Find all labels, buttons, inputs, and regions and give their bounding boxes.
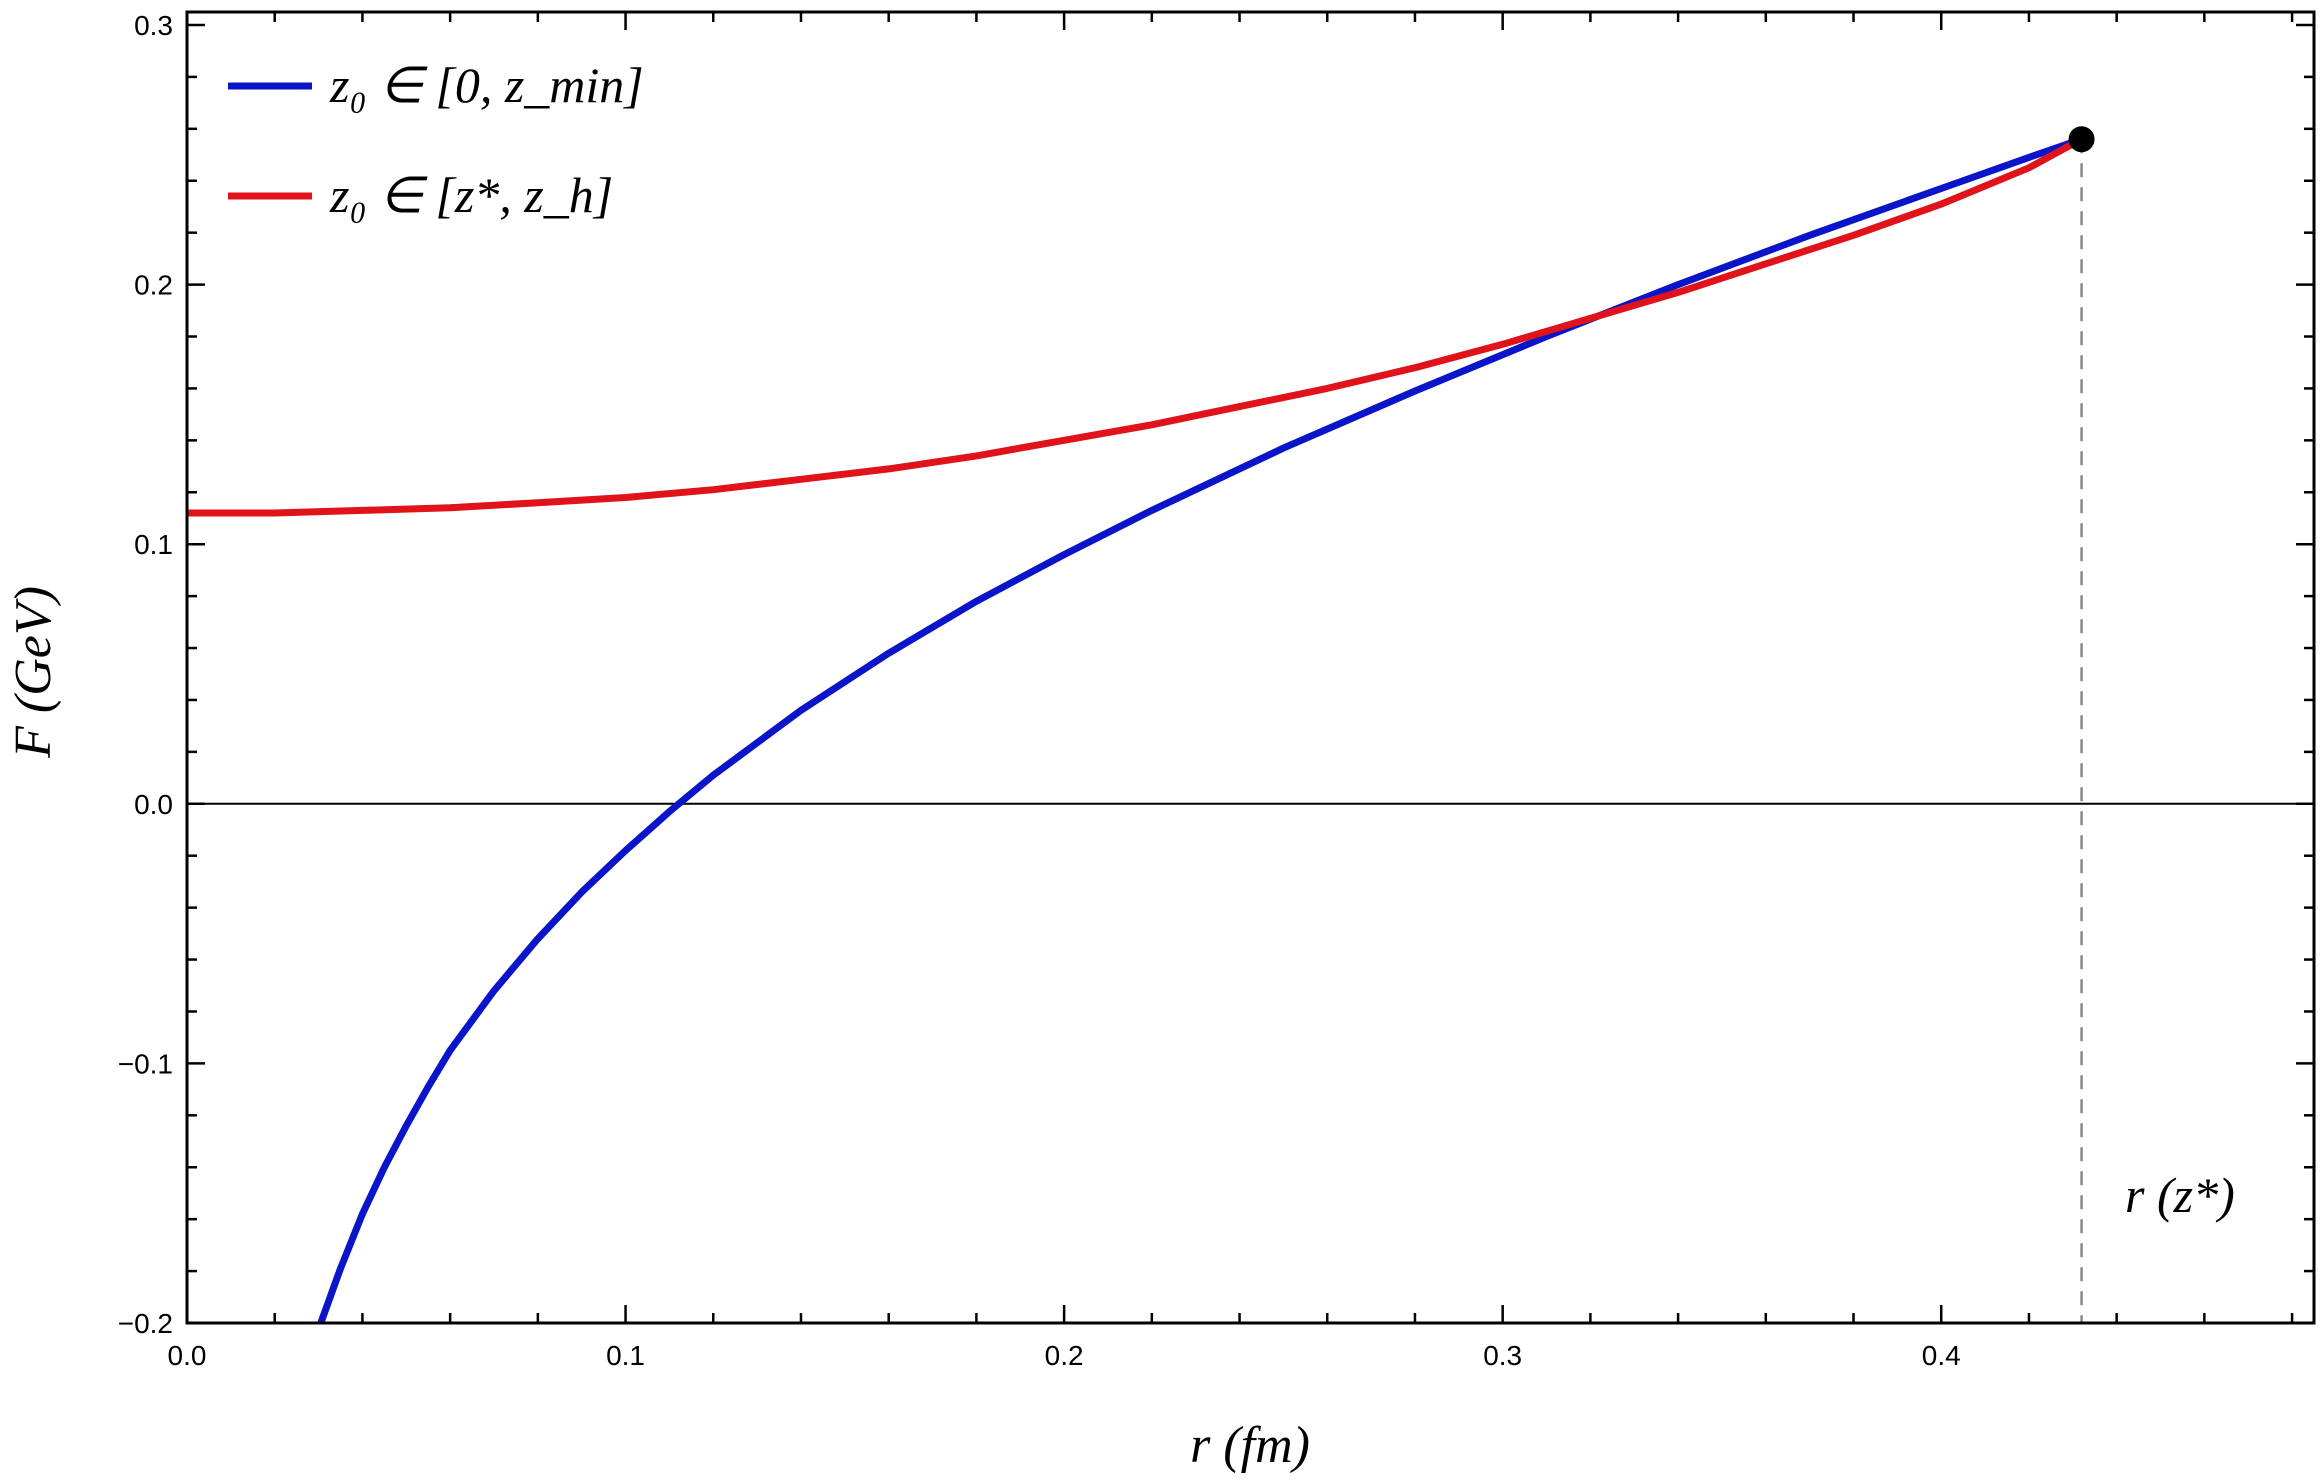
x-tick-label: 0.0 [168,1340,207,1371]
y-tick-label: 0.2 [134,270,173,301]
ticklabel-layer: 0.0 0.1 0.2 0.3 0.4 −0.2 −0.1 0.0 0.1 0.2 0.3 [118,10,1961,1371]
series-line-blue [317,135,2086,1323]
point-layer [2068,126,2095,153]
x-axis-title: r (fm) [1190,1417,1310,1474]
y-tick-label: −0.2 [118,1308,173,1339]
y-tick-label: 0.0 [134,789,173,820]
y-tick-label: −0.1 [118,1048,173,1079]
y-tick-label: 0.3 [134,10,173,41]
x-tick-label: 0.1 [606,1340,645,1371]
plot-frame [185,10,2316,1325]
legend-label-blue: z₀ ∈ [0, z_min] [329,57,644,113]
y-tick-label: 0.1 [134,529,173,560]
r-zstar-annotation: r (z*) [2125,1167,2235,1223]
x-tick-label: 0.4 [1922,1340,1961,1371]
series-layer [187,135,2086,1323]
tick-layer [185,12,2314,1325]
series-line-red [187,135,2086,517]
frame-layer [185,10,2316,1325]
legend-label-red: z₀ ∈ [z*, z_h] [329,167,613,223]
x-tick-label: 0.3 [1483,1340,1522,1371]
endpoint-marker [2068,126,2095,153]
y-axis-title: F (GeV) [5,586,62,759]
x-tick-label: 0.2 [1045,1340,1084,1371]
legend: z₀ ∈ [0, z_min] z₀ ∈ [z*, z_h] [228,57,644,223]
